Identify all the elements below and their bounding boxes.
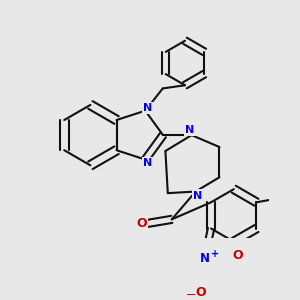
Text: −: −: [186, 289, 196, 300]
Text: N: N: [185, 124, 195, 135]
Text: O: O: [195, 286, 206, 298]
Text: N: N: [194, 190, 202, 200]
Text: O: O: [233, 249, 243, 262]
Text: O: O: [136, 217, 147, 230]
Text: N: N: [200, 252, 210, 265]
Text: N: N: [143, 103, 152, 113]
Text: +: +: [211, 249, 219, 259]
Text: N: N: [143, 158, 152, 168]
